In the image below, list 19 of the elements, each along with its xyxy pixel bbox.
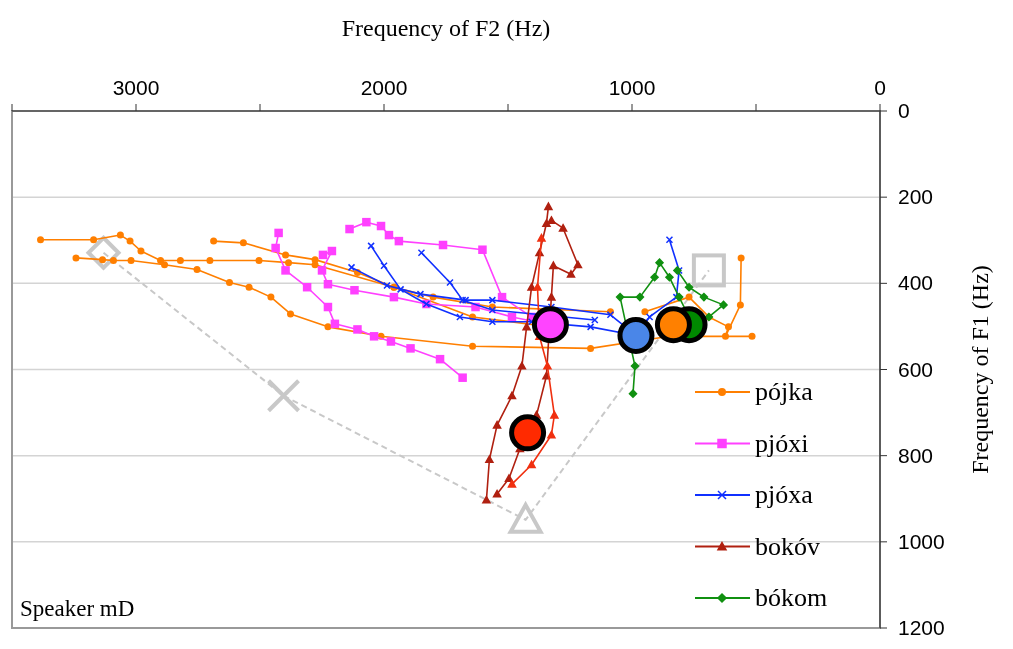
y-tick-label: 0 — [898, 99, 910, 122]
x-tick-label: 0 — [874, 76, 886, 99]
x-axis-title: Frequency of F2 (Hz) — [341, 15, 551, 41]
y-tick-label: 800 — [898, 443, 934, 467]
x-tick-label: 1000 — [608, 76, 656, 99]
annotation: Speaker mD — [20, 596, 135, 621]
legend-label: pójka — [755, 377, 814, 406]
legend-label: bókom — [755, 583, 828, 612]
y-tick-label: 600 — [898, 357, 934, 381]
y-tick-label: 400 — [898, 271, 934, 295]
y-tick-label: 200 — [898, 185, 934, 209]
x-tick-label: 2000 — [360, 76, 408, 99]
y-tick-label: 1000 — [898, 529, 945, 553]
y-tick-label: 1200 — [898, 616, 945, 639]
legend-label: bokóv — [755, 531, 820, 561]
legend-label: pjóxa — [755, 480, 814, 509]
legend-label: pjóxi — [755, 428, 809, 458]
x-tick-label: 3000 — [112, 76, 160, 99]
y-axis-title: Frequency of F1 (Hz) — [967, 265, 993, 474]
